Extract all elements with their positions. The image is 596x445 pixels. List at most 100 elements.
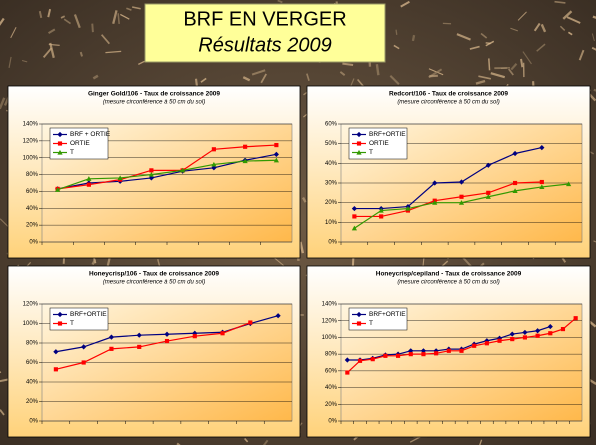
point — [54, 367, 58, 371]
chart-title: Ginger Gold/106 - Taux de croissance 200… — [88, 91, 220, 98]
y-tick-label: 40% — [325, 385, 338, 391]
legend-label: T — [369, 149, 373, 156]
y-tick-label: 0% — [29, 240, 38, 246]
chip — [118, 13, 119, 24]
slide-subtitle: Résultats 2009 — [198, 34, 331, 56]
chart-title: Redcort/106 - Taux de croissance 2009 — [389, 91, 508, 98]
y-tick-label: 120% — [23, 138, 39, 144]
point — [434, 351, 438, 355]
chip — [521, 59, 522, 67]
point — [548, 331, 552, 335]
chart-title: Honeycrisp/106 - Taux de croissance 2009 — [89, 271, 219, 278]
point — [485, 341, 489, 345]
point — [561, 327, 565, 331]
chart-subtitle: (mesure circonférence à 50 cm du sol) — [103, 100, 205, 106]
point — [220, 331, 224, 335]
y-tick-label: 60% — [325, 122, 338, 128]
legend-label: ORTIE — [70, 140, 90, 147]
legend-label: BRF+ORTIE — [369, 311, 406, 318]
slide: BRF EN VERGER Résultats 2009 Ginger Gold… — [0, 0, 596, 445]
point — [536, 334, 540, 338]
chip — [342, 64, 353, 65]
y-tick-label: 40% — [26, 380, 39, 386]
y-tick-label: 120% — [322, 318, 338, 324]
y-tick-label: 60% — [26, 189, 39, 195]
point — [58, 141, 62, 145]
y-tick-label: 80% — [26, 172, 39, 178]
chip — [413, 35, 414, 41]
chart-subtitle: (mesure circonférence à 50 cm du sol) — [397, 100, 499, 106]
y-tick-label: 140% — [322, 302, 338, 308]
point — [137, 345, 141, 349]
point — [149, 168, 153, 172]
y-tick-label: 80% — [26, 341, 39, 347]
chip — [429, 76, 438, 77]
chart: Honeycrisp/106 - Taux de croissance 2009… — [8, 266, 300, 437]
y-tick-label: 20% — [26, 399, 39, 405]
point — [58, 321, 62, 325]
point — [383, 354, 387, 358]
legend-label: T — [369, 320, 373, 327]
chip — [92, 24, 93, 32]
point — [371, 357, 375, 361]
y-tick-label: 80% — [325, 352, 338, 358]
legend-label: T — [70, 320, 74, 327]
legend-label: BRF + ORTIE — [70, 131, 111, 138]
y-tick-label: 60% — [26, 360, 39, 366]
legend-label: BRF+ORTIE — [369, 131, 406, 138]
chart-subtitle: (mesure circonférence à 50 cm du sol) — [397, 280, 499, 286]
point — [248, 320, 252, 324]
chart: Ginger Gold/106 - Taux de croissance 200… — [8, 86, 300, 258]
point — [165, 339, 169, 343]
point — [574, 316, 578, 320]
y-tick-label: 120% — [23, 302, 39, 308]
point — [193, 334, 197, 338]
point — [497, 339, 501, 343]
point — [523, 335, 527, 339]
point — [379, 214, 383, 218]
legend-label: ORTIE — [369, 140, 389, 147]
legend-label: T — [70, 149, 74, 156]
point — [510, 337, 514, 341]
y-tick-label: 100% — [23, 321, 39, 327]
y-tick-label: 60% — [325, 368, 338, 374]
chart-subtitle: (mesure circonférence à 50 cm du sol) — [103, 280, 205, 286]
point — [243, 145, 247, 149]
y-tick-label: 100% — [23, 155, 39, 161]
y-tick-label: 20% — [26, 223, 39, 229]
point — [357, 141, 361, 145]
point — [345, 370, 349, 374]
point — [274, 143, 278, 147]
point — [459, 195, 463, 199]
y-tick-label: 20% — [325, 200, 338, 206]
y-tick-label: 50% — [325, 141, 338, 147]
y-tick-label: 140% — [23, 122, 39, 128]
chip — [377, 64, 378, 75]
point — [358, 359, 362, 363]
y-tick-label: 40% — [26, 206, 39, 212]
chip — [396, 30, 397, 35]
y-tick-label: 30% — [325, 181, 338, 187]
chart-title: Honeycrisp/cepiland - Taux de croissance… — [376, 271, 522, 278]
point — [357, 321, 361, 325]
point — [212, 147, 216, 151]
point — [352, 214, 356, 218]
y-tick-label: 100% — [322, 335, 338, 341]
point — [513, 181, 517, 185]
point — [459, 349, 463, 353]
point — [421, 352, 425, 356]
y-tick-label: 0% — [328, 240, 337, 246]
chart: Honeycrisp/cepiland - Taux de croissance… — [307, 266, 590, 437]
chart: Redcort/106 - Taux de croissance 2009 (me… — [307, 86, 590, 258]
y-tick-label: 10% — [325, 220, 338, 226]
legend-label: BRF+ORTIE — [70, 311, 107, 318]
chip — [489, 58, 490, 70]
point — [447, 349, 451, 353]
point — [472, 344, 476, 348]
chip — [81, 52, 82, 56]
y-tick-label: 0% — [29, 419, 38, 425]
y-tick-label: 40% — [325, 161, 338, 167]
point — [540, 180, 544, 184]
y-tick-label: 20% — [325, 402, 338, 408]
y-tick-label: 0% — [328, 419, 337, 425]
